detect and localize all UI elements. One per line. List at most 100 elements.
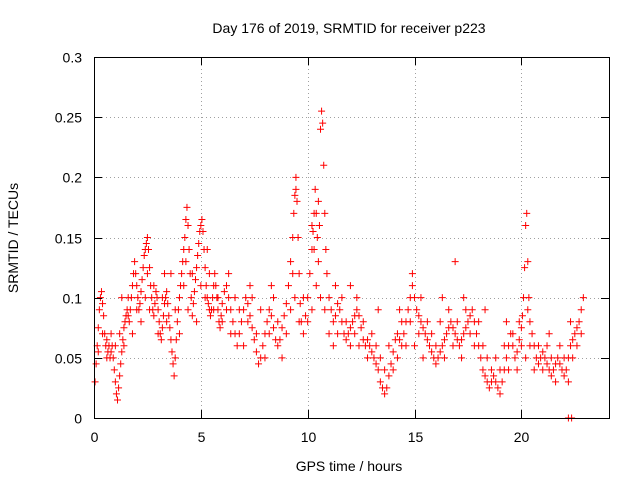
data-point [575,318,583,326]
data-point [167,270,175,278]
data-point [227,330,235,338]
data-point [366,342,374,350]
data-point [383,384,391,392]
data-point [449,342,457,350]
data-point [124,312,132,320]
data-point [411,342,419,350]
data-point [294,234,302,241]
data-point [438,342,446,350]
data-point [522,354,530,362]
data-point [120,342,128,350]
data-point [368,348,376,356]
data-point [513,348,521,356]
data-point [126,306,134,314]
data-point [321,209,329,217]
data-point [545,330,553,338]
data-point [526,342,534,350]
data-point [525,294,533,302]
data-point [496,390,504,398]
data-point [170,372,178,380]
data-point [137,318,145,326]
data-point [229,318,237,326]
data-point [225,270,233,278]
data-point [325,330,333,338]
data-point [107,330,115,338]
data-point [125,318,133,326]
data-point [396,306,404,314]
data-point [142,240,150,248]
data-point [175,294,183,302]
chart-title: Day 176 of 2019, SRMTID for receiver p22… [212,20,485,36]
data-point [571,330,579,338]
data-point [475,318,483,326]
data-point [355,312,363,320]
data-point [577,330,585,338]
data-point [539,348,547,356]
data-point [425,342,433,350]
data-point [115,384,123,392]
data-point [206,312,214,320]
data-point [110,366,118,374]
data-point [246,282,254,290]
data-point [210,306,218,314]
data-point [440,336,448,344]
data-point [312,209,320,217]
data-point [201,294,209,302]
data-point [111,378,119,386]
data-point [136,300,144,308]
x-tick-label: 20 [514,429,530,445]
data-point [320,161,328,169]
data-point [195,240,203,248]
data-point [517,342,525,350]
data-point [178,270,186,278]
data-point [577,306,585,314]
data-point [168,348,176,356]
data-point [436,348,444,356]
data-point [526,318,534,326]
data-point [188,312,196,320]
data-point [458,354,466,362]
data-point [182,258,190,266]
axis-ticks [94,57,609,419]
data-point [470,342,478,350]
data-point [274,318,282,326]
data-point [381,366,389,374]
data-point [349,318,357,326]
data-point [466,330,474,338]
data-point [417,318,425,326]
data-point [419,324,427,332]
data-point [415,312,423,320]
data-point [464,318,472,326]
data-point [182,215,190,223]
data-point [567,318,575,326]
data-point [364,354,372,362]
data-point [313,234,321,241]
data-point [203,246,211,254]
data-point [372,360,380,368]
data-point [415,330,423,338]
data-point [406,318,414,326]
data-point [562,366,570,374]
data-point [502,354,510,362]
data-point [139,264,147,272]
y-tick-label: 0.3 [63,50,83,66]
data-point [190,288,198,296]
data-point [246,312,254,320]
data-point [432,342,440,350]
grid-lines [94,57,609,418]
data-point [423,336,431,344]
data-point [423,318,431,326]
data-point [387,360,395,368]
data-point [374,366,382,374]
data-point [331,282,339,290]
data-point [107,348,115,356]
data-point [417,294,425,302]
data-point [317,294,325,302]
data-point [133,282,141,290]
data-point [579,294,587,302]
data-point [302,312,310,320]
data-point [479,366,487,374]
data-point [292,173,300,181]
data-point [329,318,337,326]
data-point [402,342,410,350]
